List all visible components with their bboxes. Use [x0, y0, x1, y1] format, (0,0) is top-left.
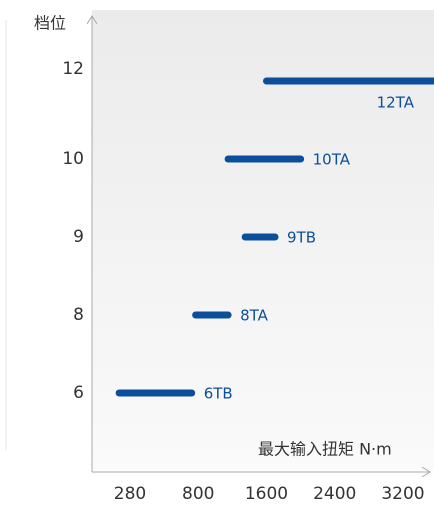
- y-tick-label: 6: [73, 383, 84, 403]
- x-tick-label: 2400: [313, 484, 356, 504]
- bar-label: 6TB: [204, 385, 233, 403]
- bar-label: 9TB: [287, 229, 316, 247]
- bar-label: 8TA: [240, 307, 269, 325]
- y-tick-label: 9: [73, 227, 84, 247]
- y-tick-label: 12: [62, 59, 84, 79]
- bar-label: 12TA: [377, 94, 415, 112]
- y-tick-label: 8: [73, 305, 84, 325]
- x-tick-label: 800: [182, 484, 214, 504]
- x-tick-label: 3200: [381, 484, 424, 504]
- x-axis-title: 最大输入扭矩 N·m: [258, 440, 392, 459]
- x-tick-label: 280: [114, 484, 146, 504]
- bar-label: 10TA: [313, 151, 351, 169]
- y-axis-title: 档位: [34, 14, 66, 33]
- x-tick-label: 1600: [245, 484, 288, 504]
- y-tick-label: 10: [62, 149, 84, 169]
